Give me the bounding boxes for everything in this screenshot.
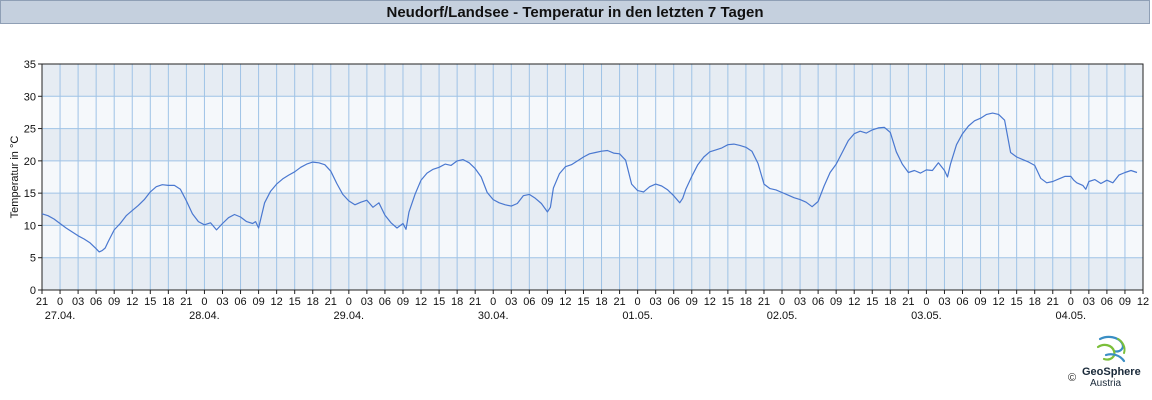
x-tick-label: 03	[505, 296, 517, 308]
x-tick-label: 12	[992, 296, 1004, 308]
x-tick-label: 15	[1011, 296, 1023, 308]
x-tick-label: 18	[1029, 296, 1041, 308]
temperature-line	[41, 112, 1138, 253]
x-tick-label: 15	[866, 296, 878, 308]
chart-title-bar: Neudorf/Landsee - Temperatur in den letz…	[0, 0, 1150, 24]
x-tick-label: 12	[559, 296, 571, 308]
logo-subtitle: Austria	[1090, 378, 1122, 389]
x-tick-label: 06	[956, 296, 968, 308]
x-tick-label: 06	[668, 296, 680, 308]
date-label: 04.05.	[1056, 310, 1087, 322]
x-tick-label: 03	[1083, 296, 1095, 308]
x-tick-label: 09	[1119, 296, 1131, 308]
x-tick-label: 06	[234, 296, 246, 308]
x-tick-label: 21	[613, 296, 625, 308]
y-tick-label: 0	[30, 285, 36, 297]
plot-band	[42, 128, 1143, 161]
date-label: 30.04.	[478, 310, 509, 322]
x-tick-label: 03	[650, 296, 662, 308]
x-tick-label: 18	[451, 296, 463, 308]
y-tick-label: 5	[30, 253, 36, 265]
x-tick-label: 03	[361, 296, 373, 308]
x-tick-label: 0	[779, 296, 785, 308]
copyright-symbol: ©	[1068, 372, 1077, 384]
x-tick-label: 12	[704, 296, 716, 308]
x-tick-label: 21	[758, 296, 770, 308]
x-tick-label: 12	[415, 296, 427, 308]
plot-band	[42, 193, 1143, 226]
x-tick-label: 09	[830, 296, 842, 308]
x-tick-label: 0	[57, 296, 63, 308]
x-tick-label: 0	[923, 296, 929, 308]
date-label: 02.05.	[767, 310, 798, 322]
plot-band	[42, 257, 1143, 290]
x-tick-label: 21	[902, 296, 914, 308]
x-tick-label: 18	[740, 296, 752, 308]
plot-band	[42, 225, 1143, 258]
x-tick-label: 09	[397, 296, 409, 308]
x-tick-label: 21	[36, 296, 48, 308]
plot-series	[41, 112, 1138, 253]
x-tick-label: 09	[108, 296, 120, 308]
y-tick-label: 35	[24, 59, 36, 71]
x-tick-label: 12	[271, 296, 283, 308]
date-label: 27.04.	[45, 310, 76, 322]
x-tick-label: 21	[325, 296, 337, 308]
x-tick-label: 0	[635, 296, 641, 308]
x-tick-label: 09	[252, 296, 264, 308]
x-tick-label: 15	[289, 296, 301, 308]
x-tick-label: 0	[1068, 296, 1074, 308]
x-tick-label: 15	[722, 296, 734, 308]
x-tick-label: 03	[938, 296, 950, 308]
x-tick-label: 09	[686, 296, 698, 308]
x-tick-label: 21	[1047, 296, 1059, 308]
x-tick-label: 06	[379, 296, 391, 308]
date-label: 28.04.	[189, 310, 220, 322]
x-tick-label: 0	[490, 296, 496, 308]
x-tick-label: 0	[201, 296, 207, 308]
x-tick-label: 06	[1101, 296, 1113, 308]
y-tick-label: 10	[24, 220, 36, 232]
plot-axes	[38, 63, 1144, 294]
x-tick-label: 12	[1137, 296, 1149, 308]
x-tick-label: 06	[523, 296, 535, 308]
x-tick-label: 15	[433, 296, 445, 308]
x-tick-label: 09	[541, 296, 553, 308]
x-tick-label: 0	[346, 296, 352, 308]
x-tick-label: 21	[180, 296, 192, 308]
x-tick-label: 15	[577, 296, 589, 308]
x-tick-label: 18	[307, 296, 319, 308]
plot-band	[42, 64, 1143, 97]
chart-title: Neudorf/Landsee - Temperatur in den letz…	[386, 3, 764, 21]
date-label: 03.05.	[911, 310, 942, 322]
x-tick-label: 06	[90, 296, 102, 308]
x-tick-label: 21	[469, 296, 481, 308]
geosphere-logo-icon	[1096, 335, 1126, 363]
plot-frame	[41, 63, 1144, 291]
date-label: 01.05.	[622, 310, 653, 322]
y-tick-label: 15	[24, 188, 36, 200]
x-tick-label: 18	[884, 296, 896, 308]
logo-name: GeoSphere	[1082, 366, 1141, 378]
y-tick-label: 30	[24, 91, 36, 103]
y-axis-label: Temperatur in °C	[9, 136, 21, 219]
x-tick-label: 18	[162, 296, 174, 308]
date-label: 29.04.	[334, 310, 365, 322]
x-tick-label: 18	[595, 296, 607, 308]
x-tick-label: 03	[216, 296, 228, 308]
plot-band	[42, 96, 1143, 129]
plot-bands	[42, 64, 1143, 290]
x-tick-label: 03	[72, 296, 84, 308]
x-tick-label: 03	[794, 296, 806, 308]
plot-band	[42, 160, 1143, 194]
x-tick-label: 09	[974, 296, 986, 308]
x-tick-label: 12	[126, 296, 138, 308]
x-tick-label: 12	[848, 296, 860, 308]
y-tick-label: 20	[24, 156, 36, 168]
x-tick-label: 06	[812, 296, 824, 308]
y-tick-label: 25	[24, 124, 36, 136]
x-tick-label: 15	[144, 296, 156, 308]
